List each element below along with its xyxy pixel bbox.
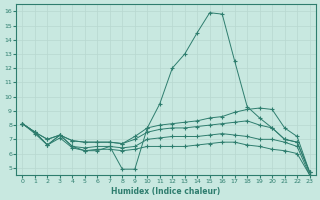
X-axis label: Humidex (Indice chaleur): Humidex (Indice chaleur) xyxy=(111,187,221,196)
